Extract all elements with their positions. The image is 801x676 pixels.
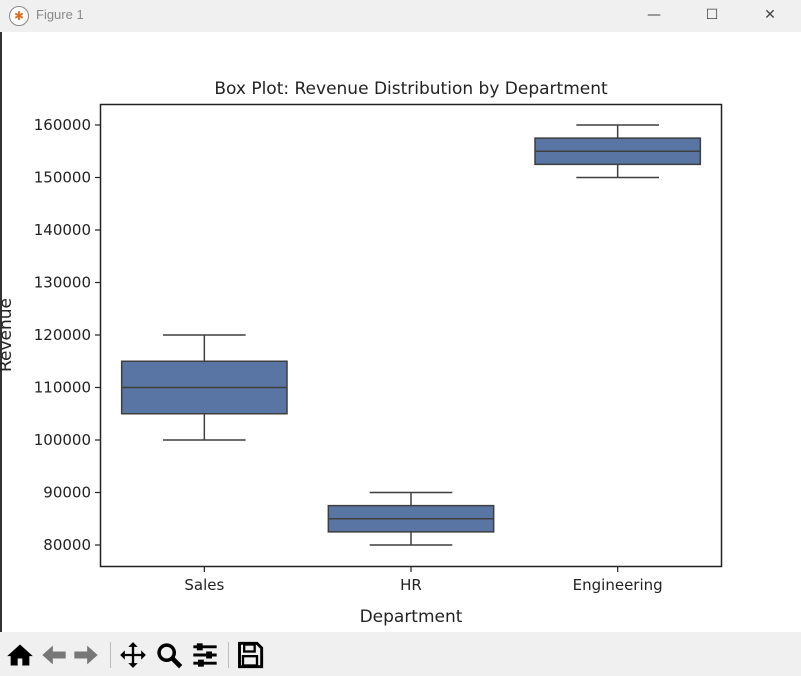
y-tick-label: 110000 (34, 379, 91, 397)
y-tick-label: 160000 (34, 116, 91, 134)
x-tick-label: Sales (184, 576, 224, 594)
box-plot: Box Plot: Revenue Distribution by Depart… (0, 79, 723, 627)
chart-title: Box Plot: Revenue Distribution by Depart… (214, 79, 608, 99)
toolbar-separator (228, 642, 229, 668)
x-tick-label: Engineering (573, 576, 663, 594)
y-tick-label: 100000 (34, 431, 91, 449)
x-axis-label: Department (360, 607, 463, 627)
window-border (0, 32, 2, 676)
save-icon[interactable] (236, 641, 264, 669)
y-tick-label: 80000 (43, 536, 91, 554)
home-icon[interactable] (6, 641, 34, 669)
x-tick-label: HR (400, 576, 422, 594)
close-button[interactable]: ✕ (764, 7, 776, 23)
title-bar: ✱ Figure 1 — ☐ ✕ (0, 0, 801, 32)
forward-arrow-icon[interactable] (72, 641, 100, 669)
configure-subplots-icon[interactable] (191, 641, 219, 669)
window-title: Figure 1 (36, 7, 84, 22)
matplotlib-logo-icon: ✱ (9, 6, 29, 26)
pan-icon[interactable] (119, 641, 147, 669)
y-axis-label: Revenue (0, 298, 16, 372)
toolbar-separator (110, 642, 111, 668)
y-tick-label: 150000 (34, 169, 91, 187)
y-tick-label: 140000 (34, 221, 91, 239)
y-tick-label: 120000 (34, 326, 91, 344)
zoom-icon[interactable] (155, 641, 183, 669)
maximize-button[interactable]: ☐ (705, 7, 719, 23)
minimize-button[interactable]: — (647, 7, 661, 23)
axes-frame (99, 103, 723, 568)
navigation-toolbar (0, 632, 801, 676)
y-tick-label: 130000 (34, 274, 91, 292)
back-arrow-icon[interactable] (40, 641, 68, 669)
y-tick-label: 90000 (43, 484, 91, 502)
